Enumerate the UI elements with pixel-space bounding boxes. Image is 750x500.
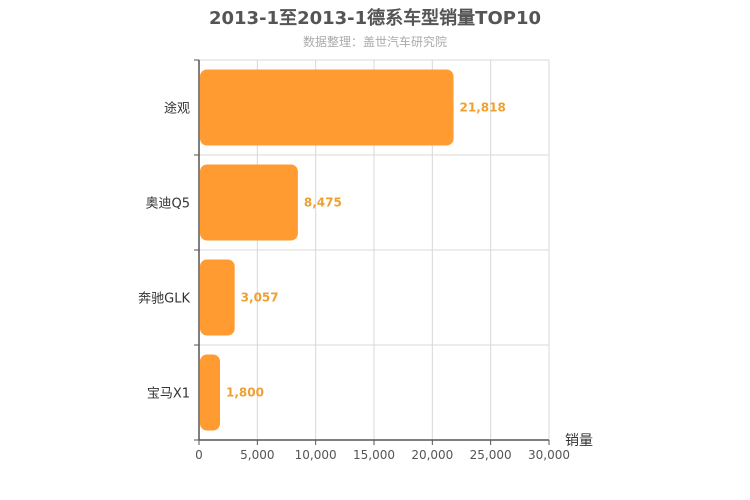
x-tick-label: 0 xyxy=(195,448,203,462)
data-label: 21,818 xyxy=(460,101,506,115)
x-tick-label: 30,000 xyxy=(528,448,570,462)
category-label: 奥迪Q5 xyxy=(145,197,190,212)
category-label: 宝马X1 xyxy=(147,387,190,402)
data-label: 8,475 xyxy=(304,196,342,210)
data-label: 1,800 xyxy=(226,386,264,400)
bar xyxy=(200,354,220,431)
x-tick-label: 5,000 xyxy=(240,448,274,462)
x-tick-label: 25,000 xyxy=(470,448,512,462)
chart-title: 2013-1至2013-1德系车型销量TOP10 xyxy=(208,8,541,29)
chart-subtitle: 数据整理：盖世汽车研究院 xyxy=(302,35,447,49)
x-tick-label: 20,000 xyxy=(411,448,453,462)
category-label: 途观 xyxy=(164,101,190,117)
x-axis-title: 销量 xyxy=(565,433,593,449)
x-tick-label: 10,000 xyxy=(295,448,337,462)
bar xyxy=(200,69,454,146)
x-tick-label: 15,000 xyxy=(353,448,395,462)
category-label: 奔驰GLK xyxy=(138,292,190,307)
bar xyxy=(200,259,235,336)
bar xyxy=(200,164,298,241)
data-label: 3,057 xyxy=(241,291,279,305)
